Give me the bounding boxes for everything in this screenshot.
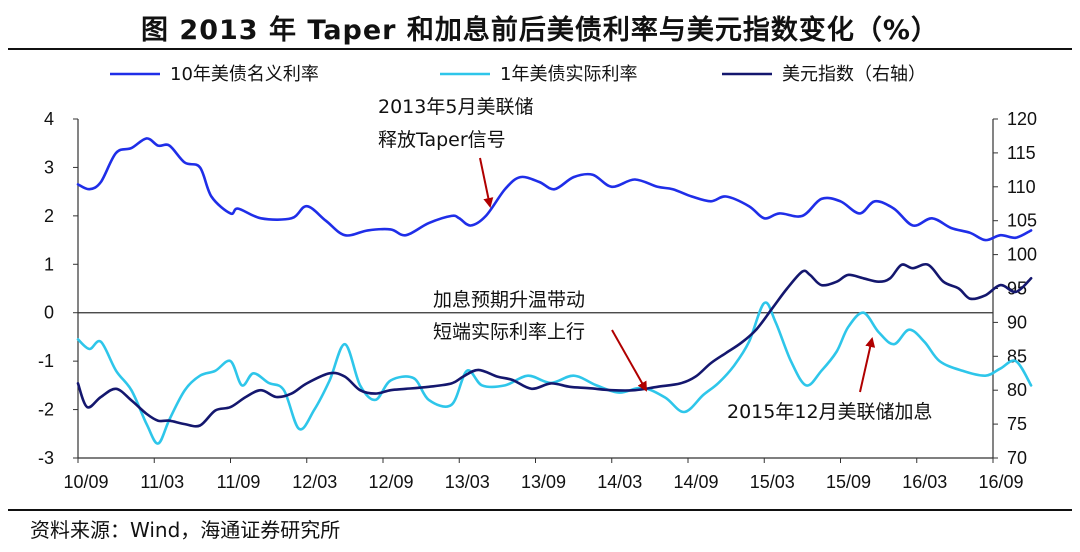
annotation-text: 2015年12月美联储加息 [727,401,933,423]
left-tick-label: 2 [44,206,54,226]
x-tick-label: 14/03 [597,472,642,492]
x-tick-label: 12/09 [368,472,413,492]
right-tick-label: 90 [1007,312,1027,332]
x-tick-label: 15/03 [750,472,795,492]
left-tick-label: 3 [44,157,54,177]
left-tick-label: -2 [38,400,54,420]
x-tick-label: 13/09 [521,472,566,492]
right-tick-label: 120 [1007,109,1037,129]
left-tick-label: -1 [38,351,54,371]
annotation-arrow [611,329,647,392]
annotation-text: 加息预期升温带动 [433,289,585,311]
left-tick-label: 0 [44,303,54,323]
annotation-text: 释放Taper信号 [378,129,506,151]
left-tick-label: -3 [38,448,54,468]
right-tick-label: 115 [1007,143,1036,163]
series-line-2 [76,262,1033,428]
left-tick-label: 1 [44,254,54,274]
legend-label-2: 美元指数（右轴） [782,64,926,85]
annotation-arrow [859,337,876,393]
right-tick-label: 70 [1007,448,1027,468]
annotation-text: 2013年5月美联储 [378,96,533,118]
x-tick-label: 15/09 [826,472,871,492]
series-line-1 [76,301,1033,445]
right-tick-label: 100 [1007,245,1037,265]
right-tick-label: 105 [1007,211,1037,231]
source-note: 资料来源：Wind，海通证券研究所 [30,518,341,542]
annotation-text: 短端实际利率上行 [433,321,585,343]
x-tick-label: 11/09 [217,472,261,492]
series-line-0 [76,137,1033,242]
legend-label-1: 1年美债实际利率 [500,64,637,85]
right-tick-label: 95 [1007,279,1027,299]
series-layer [76,137,1033,445]
x-tick-label: 14/09 [673,472,718,492]
axes: -3-2-10123470758085909510010511011512010… [38,109,1037,492]
source-rule [8,509,1072,511]
x-tick-label: 16/03 [902,472,947,492]
annotation-arrow [479,157,494,208]
right-tick-label: 110 [1007,177,1036,197]
right-tick-label: 75 [1007,414,1027,434]
legend: 10年美债名义利率 1年美债实际利率 美元指数（右轴） [110,64,926,85]
x-tick-label: 10/09 [63,472,108,492]
left-tick-label: 4 [44,109,54,129]
legend-label-0: 10年美债名义利率 [170,64,319,85]
x-tick-label: 11/03 [140,472,184,492]
x-tick-label: 16/09 [978,472,1023,492]
x-tick-label: 12/03 [292,472,337,492]
title-rule [8,48,1072,50]
x-tick-label: 13/03 [445,472,490,492]
right-tick-label: 80 [1007,380,1027,400]
chart-title: 图 2013 年 Taper 和加息前后美债利率与美元指数变化（%） [141,15,939,46]
